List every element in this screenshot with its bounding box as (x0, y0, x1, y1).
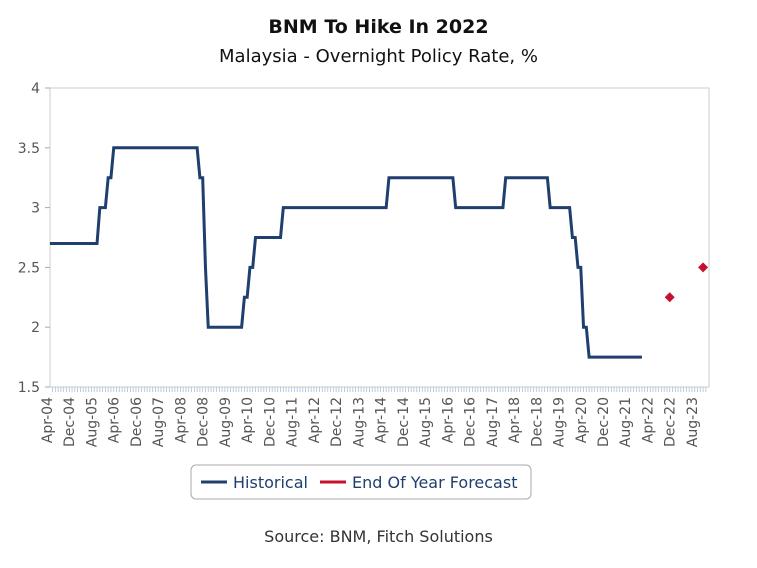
x-tick-label: Aug-05 (84, 397, 100, 447)
chart-source: Source: BNM, Fitch Solutions (264, 527, 493, 546)
y-tick-label: 2.5 (18, 260, 40, 276)
forecast-point (664, 292, 675, 303)
x-tick-label: Dec-04 (62, 397, 78, 447)
x-tick-label: Aug-13 (351, 397, 367, 447)
x-tick-label: Aug-07 (151, 397, 167, 447)
x-tick-label: Dec-12 (329, 397, 345, 447)
forecast-point (698, 262, 709, 273)
x-tick-label: Apr-16 (440, 397, 456, 443)
x-tick-label: Dec-16 (463, 397, 479, 447)
legend-forecast-label: End Of Year Forecast (352, 473, 517, 492)
legend: Historical End Of Year Forecast (190, 464, 532, 500)
x-tick-label: Aug-19 (552, 397, 568, 447)
x-tick-label: Aug-09 (218, 397, 234, 447)
x-tick-label: Aug-11 (285, 397, 301, 447)
x-tick-label: Dec-20 (596, 397, 612, 447)
x-tick-label: Dec-06 (129, 397, 145, 447)
y-tick-label: 2 (31, 320, 40, 336)
plot-area (49, 87, 710, 388)
x-tick-label: Apr-08 (173, 397, 189, 443)
y-tick-label: 1.5 (18, 380, 40, 396)
x-tick-label: Apr-12 (307, 397, 323, 443)
x-tick-label: Dec-22 (663, 397, 679, 447)
x-tick-label: Aug-17 (485, 397, 501, 447)
x-tick-label: Apr-20 (574, 397, 590, 443)
x-tick-label: Apr-04 (40, 397, 56, 443)
historical-line (50, 146, 642, 359)
x-tick-label: Aug-23 (685, 397, 701, 447)
x-tick-label: Aug-15 (418, 397, 434, 447)
legend-box (190, 464, 532, 500)
x-tick-label: Apr-22 (640, 397, 656, 443)
chart-subtitle: Malaysia - Overnight Policy Rate, % (219, 46, 538, 67)
x-tick-label: Apr-18 (507, 397, 523, 443)
x-tick-label: Apr-14 (374, 397, 390, 443)
x-tick-label: Dec-08 (196, 397, 212, 447)
x-tick-label: Apr-10 (240, 397, 256, 443)
x-tick-label: Dec-10 (262, 397, 278, 447)
y-tick-label: 3.5 (18, 141, 40, 157)
legend-historical-label: Historical (233, 473, 308, 492)
x-tick-label: Apr-06 (107, 397, 123, 443)
x-tick-label: Aug-21 (618, 397, 634, 447)
chart-title: BNM To Hike In 2022 (268, 16, 489, 38)
y-tick-label: 3 (31, 201, 40, 217)
y-tick-label: 4 (31, 81, 40, 97)
x-tick-label: Dec-14 (396, 397, 412, 447)
x-tick-label: Dec-18 (529, 397, 545, 447)
